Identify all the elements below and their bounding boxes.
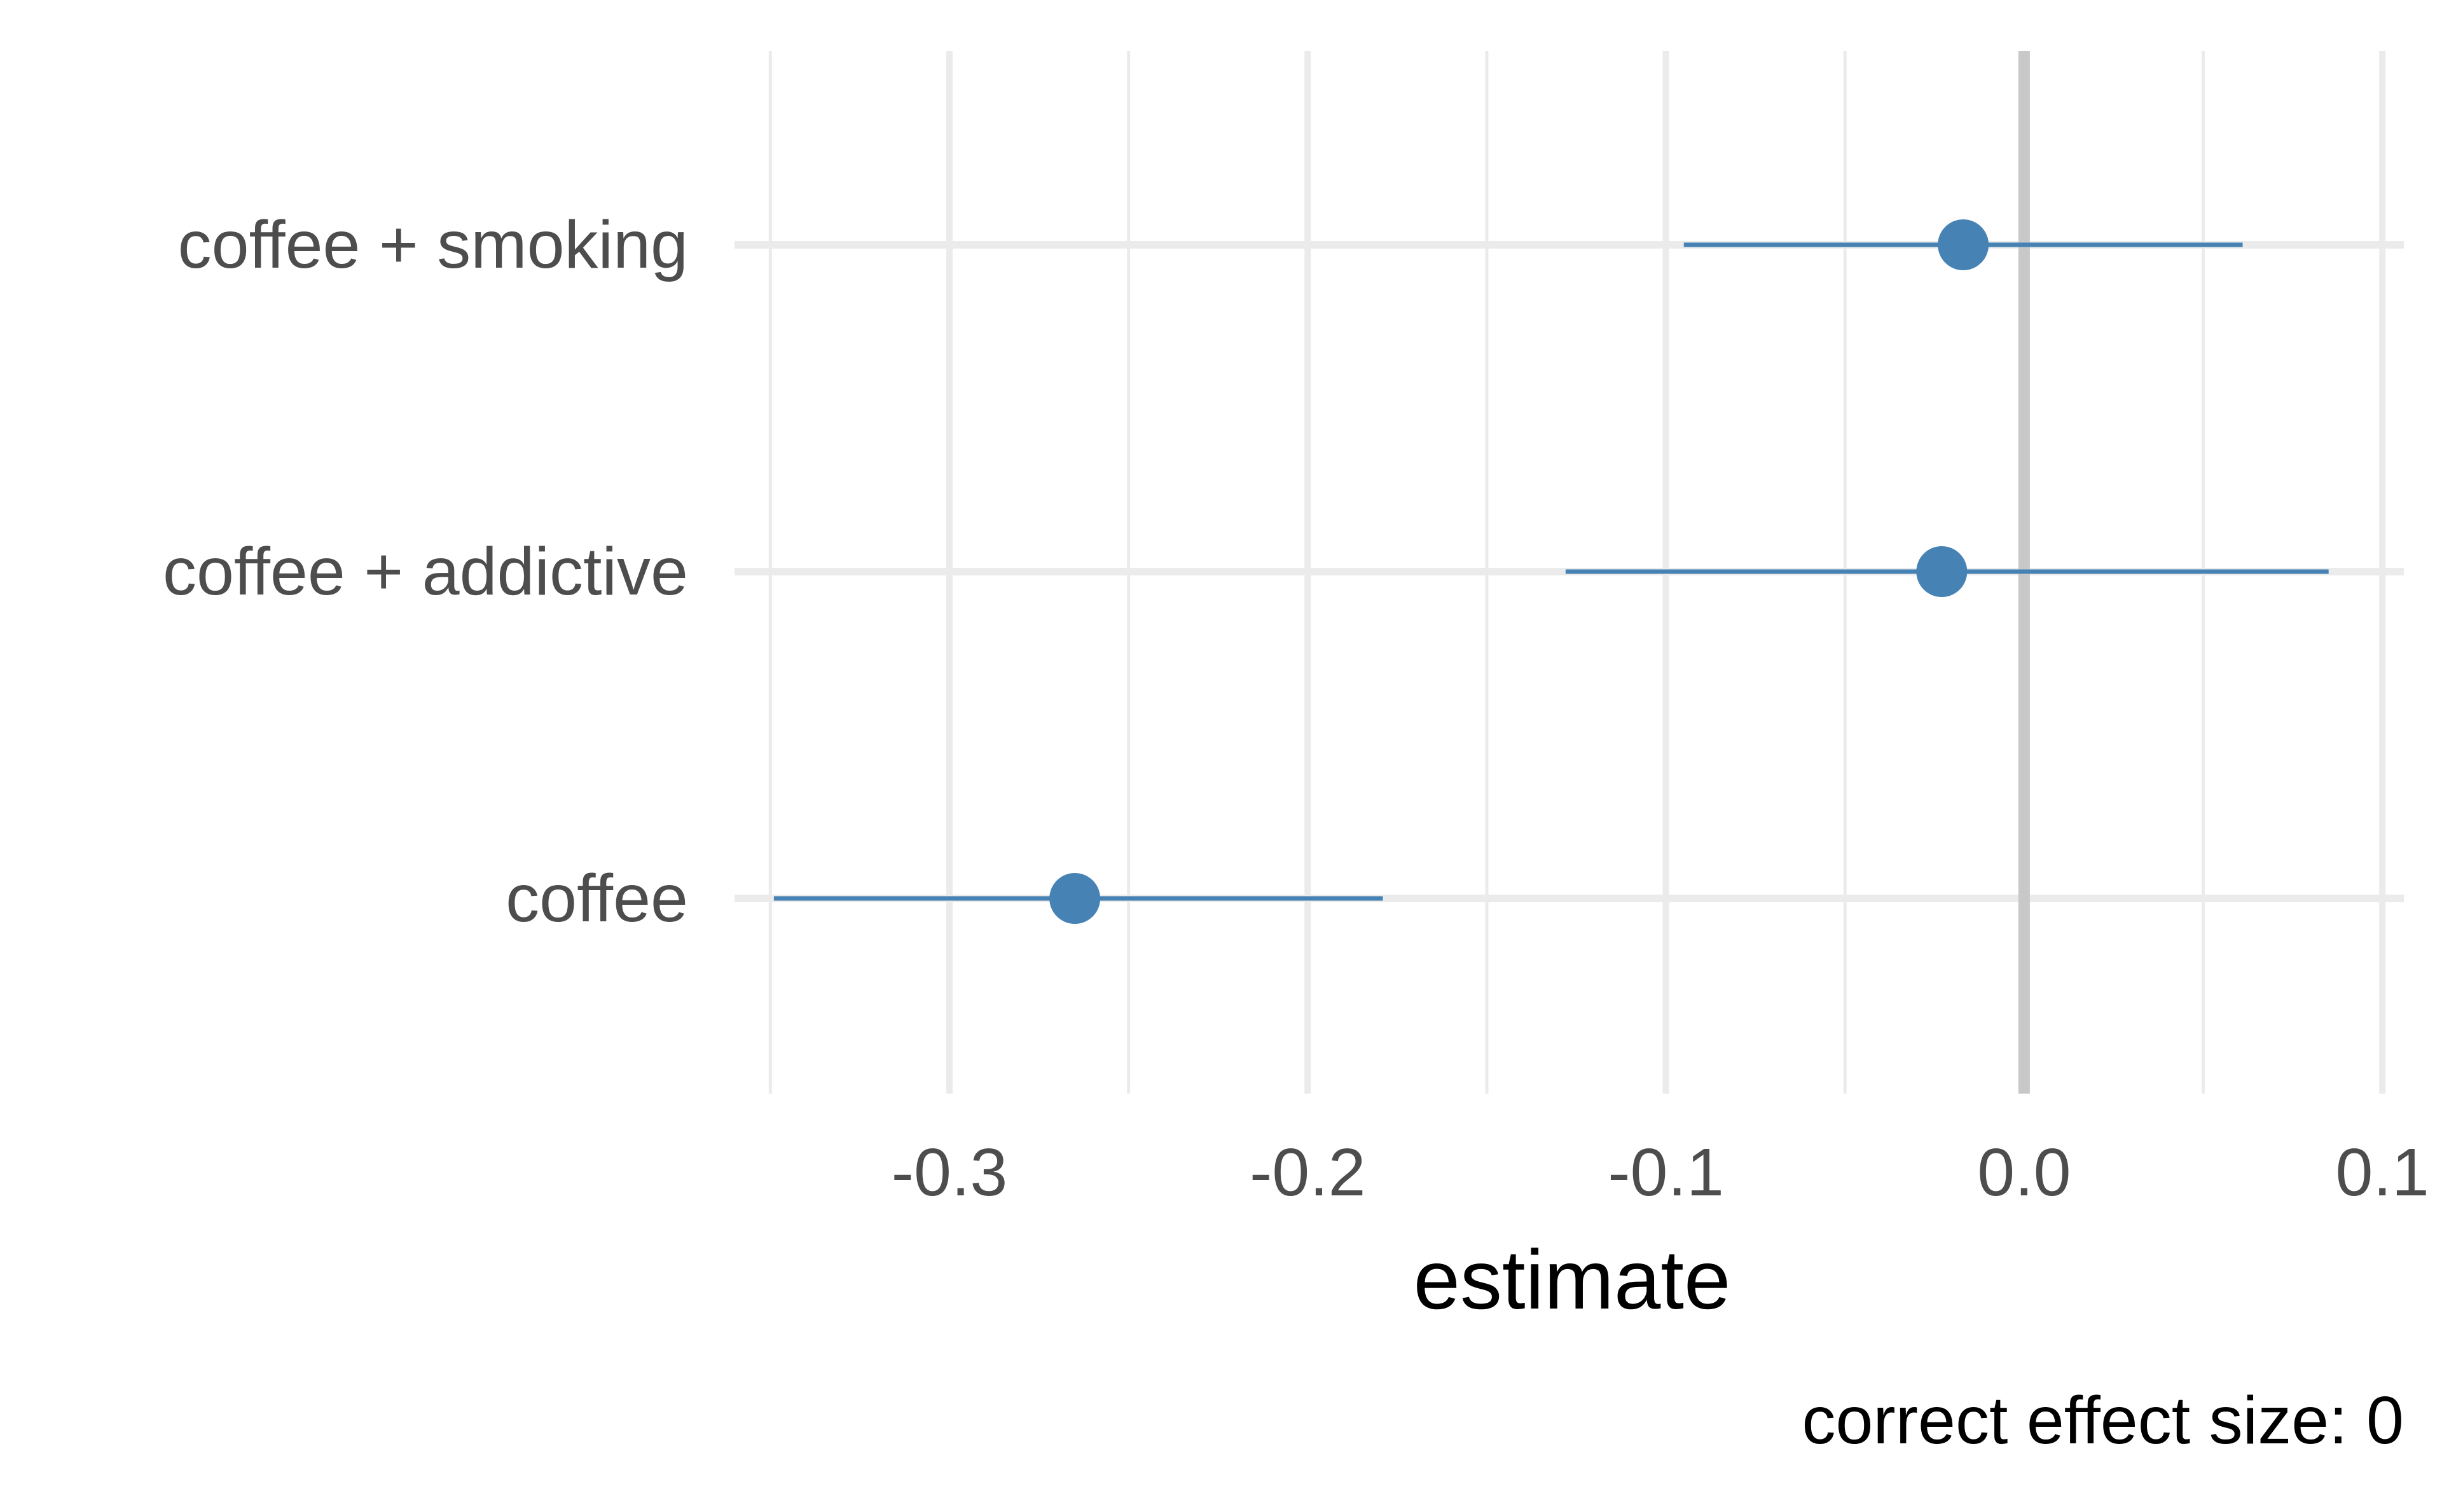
- x-tick-label: -0.2: [1250, 1135, 1366, 1210]
- y-axis-labels: coffee + smoking coffee + addictive coffee: [163, 207, 688, 936]
- x-axis-tick-labels: -0.3 -0.2 -0.1 0.0 0.1: [892, 1135, 2429, 1210]
- x-tick-label: -0.3: [892, 1135, 1008, 1210]
- estimate-point: [1049, 873, 1101, 924]
- estimate-point: [1938, 219, 1989, 270]
- estimate-points: [1049, 219, 1989, 924]
- x-axis-title: estimate: [1414, 1233, 1731, 1326]
- estimate-point: [1916, 546, 1968, 597]
- y-tick-label: coffee: [506, 861, 688, 936]
- chart-caption: correct effect size: 0: [1802, 1383, 2404, 1458]
- y-tick-label: coffee + addictive: [163, 534, 688, 609]
- x-tick-label: 0.1: [2336, 1135, 2429, 1210]
- y-tick-label: coffee + smoking: [178, 207, 688, 282]
- x-tick-label: 0.0: [1977, 1135, 2071, 1210]
- x-tick-label: -0.1: [1608, 1135, 1724, 1210]
